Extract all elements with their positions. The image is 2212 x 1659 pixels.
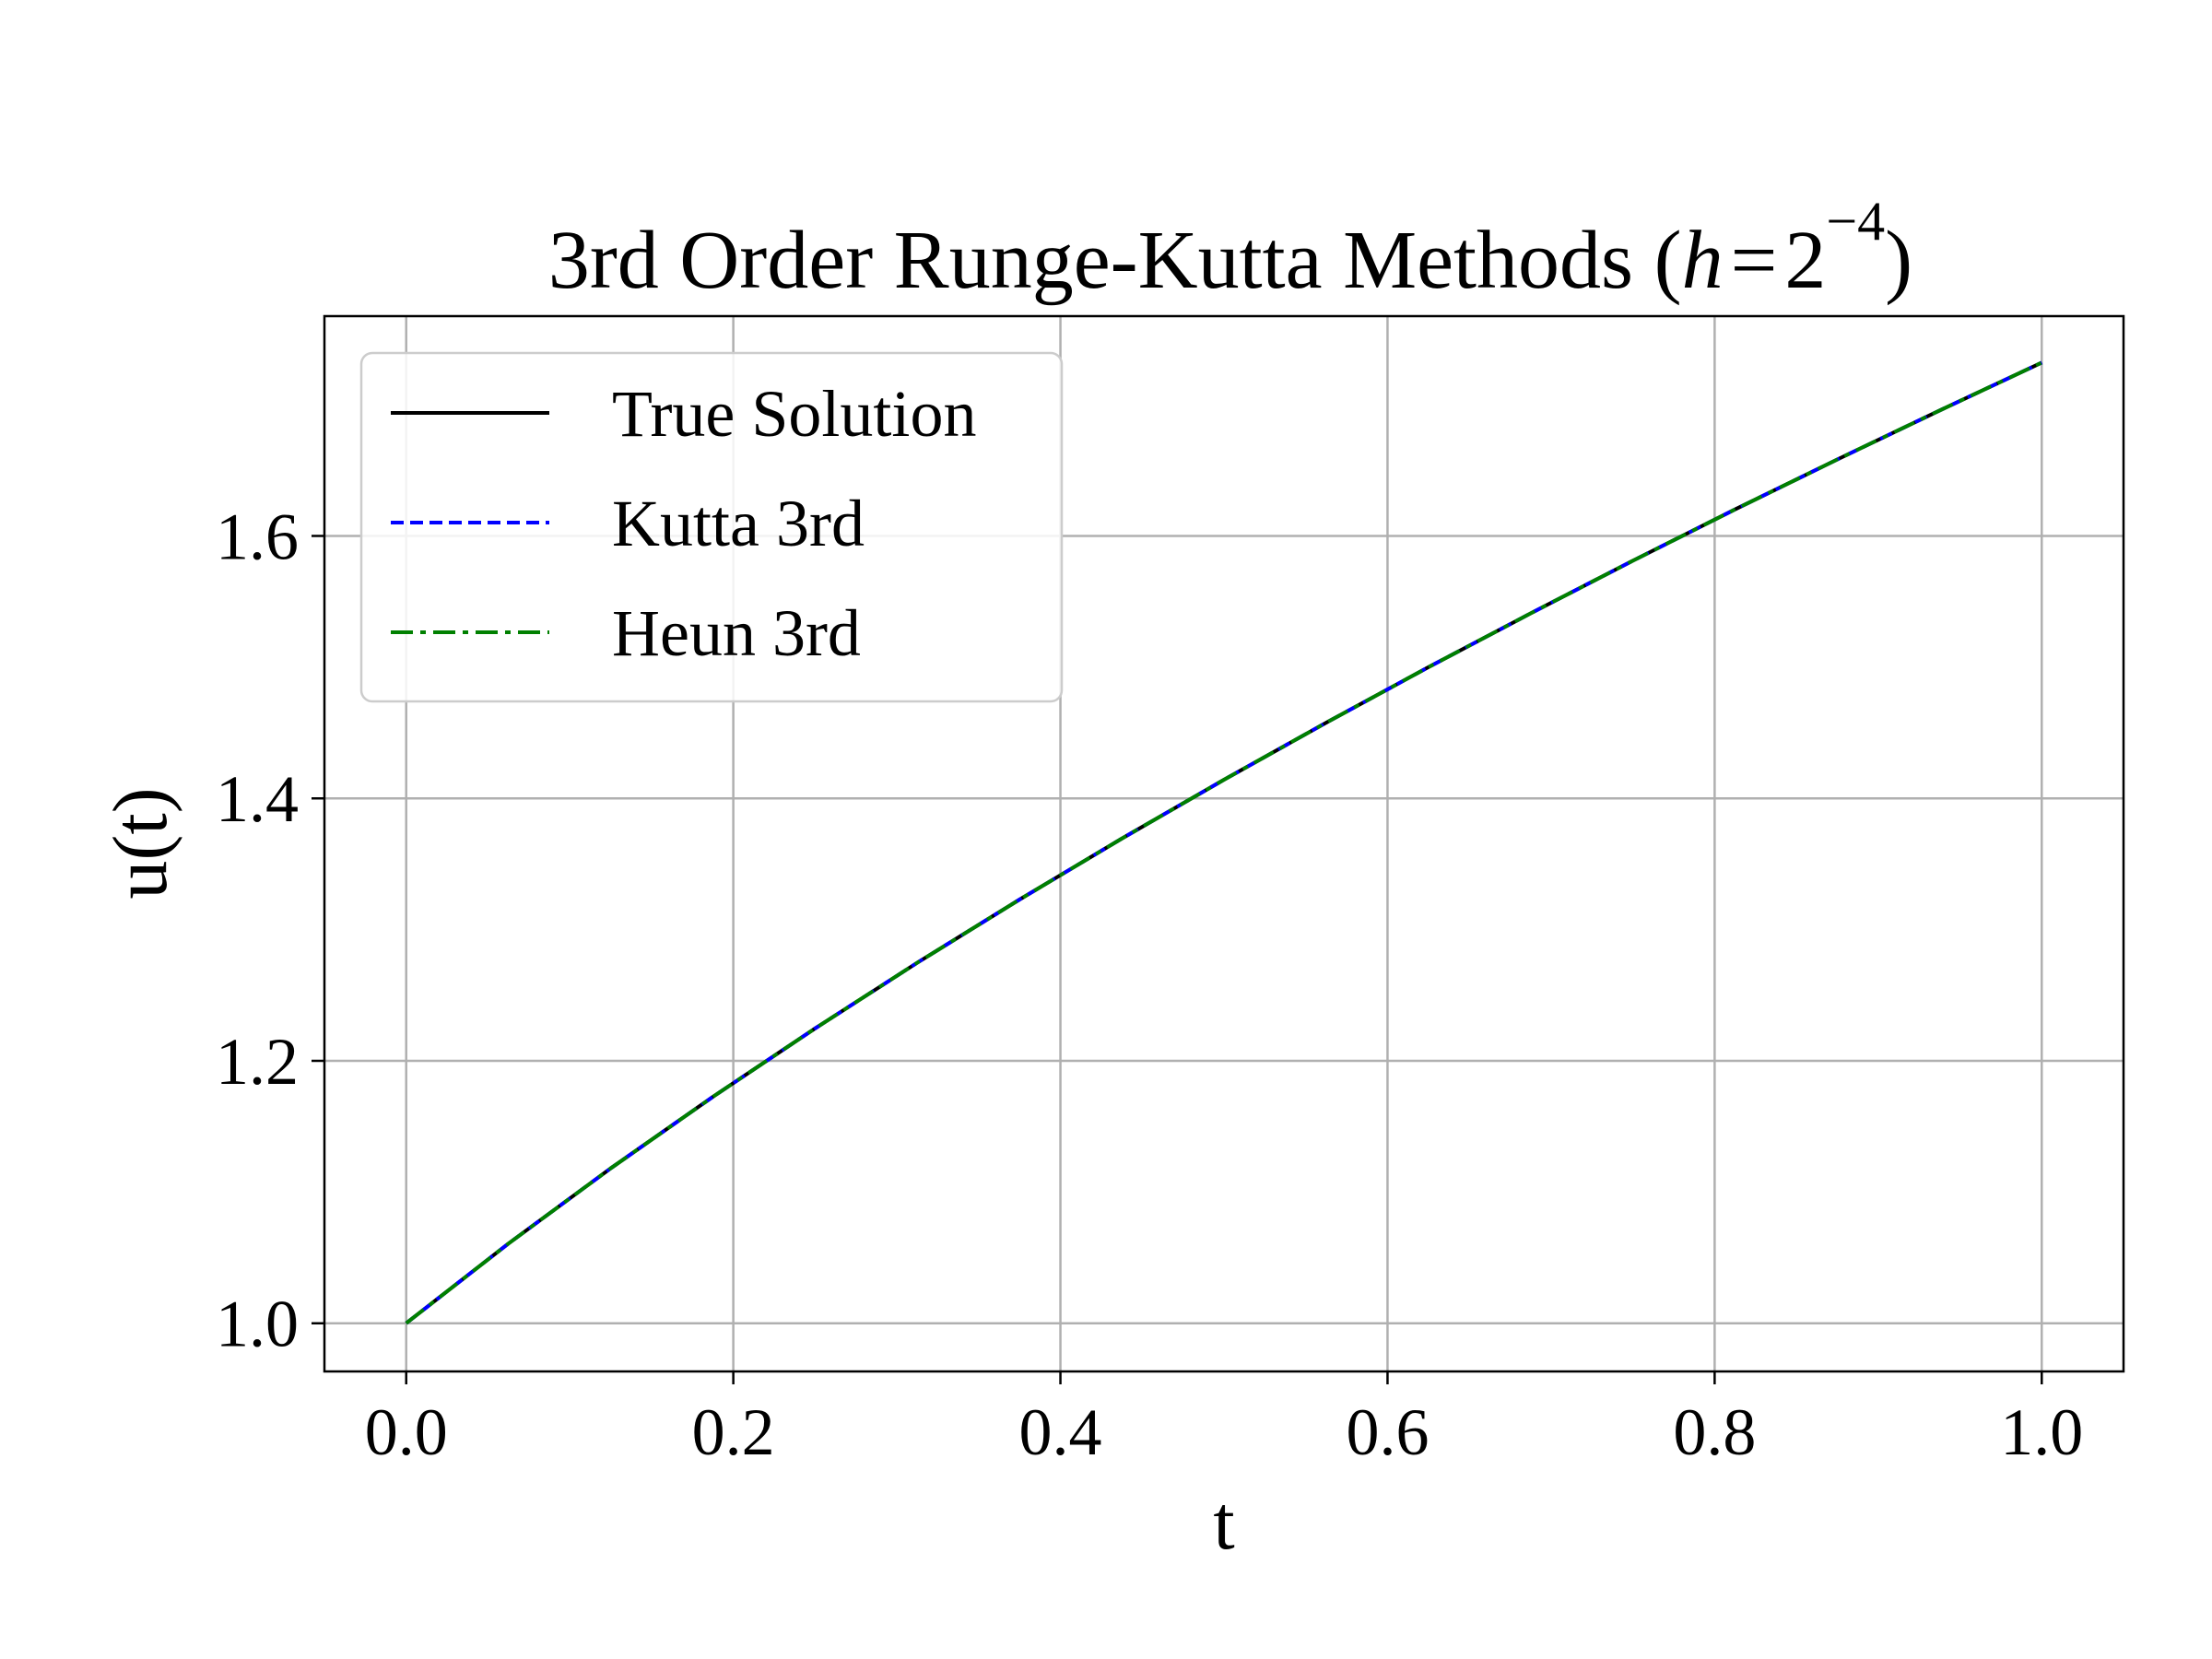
x-tick-label: 0.0 <box>365 1395 448 1469</box>
series-layer <box>405 360 2043 1325</box>
y-axis-label: u(t) <box>98 787 183 899</box>
series-line-heun-3rd <box>405 360 2043 1325</box>
x-tick-label: 1.0 <box>2000 1395 2083 1469</box>
x-tick-label: 0.8 <box>1673 1395 1756 1469</box>
legend-box <box>359 351 1064 703</box>
legend: True Solution Kutta 3rd Heun 3rd <box>359 351 1064 703</box>
x-ticks: 0.0 0.2 0.4 0.6 0.8 1.0 <box>365 1371 2083 1469</box>
y-tick-label: 1.0 <box>216 1288 299 1361</box>
legend-label: Kutta 3rd <box>612 487 865 560</box>
plot-frame <box>323 314 2125 1373</box>
y-tick-label: 1.6 <box>216 500 299 573</box>
legend-label: True Solution <box>612 377 976 451</box>
x-tick-label: 0.2 <box>692 1395 775 1469</box>
x-tick-label: 0.4 <box>1019 1395 1102 1469</box>
y-ticks: 1.0 1.2 1.4 1.6 <box>216 500 324 1361</box>
chart-title: 3rd Order Runge-Kutta Methods (h=2−4) <box>548 191 1912 306</box>
x-tick-label: 0.6 <box>1346 1395 1429 1469</box>
y-tick-label: 1.4 <box>216 762 299 836</box>
x-axis-label: t <box>1213 1480 1234 1566</box>
legend-label: Heun 3rd <box>612 596 861 670</box>
y-tick-label: 1.2 <box>216 1025 299 1099</box>
